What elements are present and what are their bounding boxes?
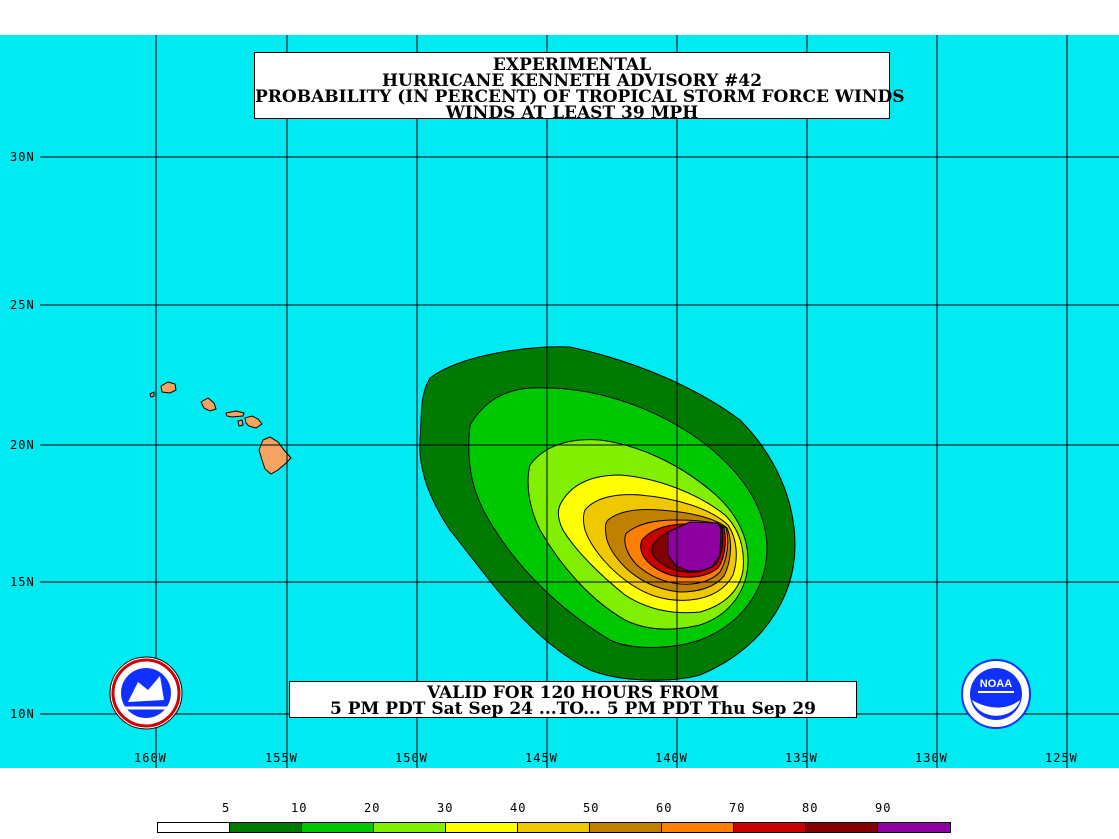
- legend-swatch-6: [590, 823, 662, 832]
- legend-swatch-4: [446, 823, 518, 832]
- island-niihau: [149, 391, 155, 398]
- lat-label-15n: 15N: [10, 575, 35, 589]
- title-line-1: EXPERIMENTAL: [492, 55, 652, 75]
- island-hawaii: [258, 436, 292, 475]
- lon-label-160w: 160W: [134, 751, 167, 765]
- legend-label: 10: [291, 801, 308, 815]
- map-area: NOAA 30N 25N 20N 15N 10N 160W 155W 150W …: [0, 35, 1119, 768]
- title-line-2: HURRICANE KENNETH ADVISORY #42: [381, 71, 763, 91]
- island-kauai: [160, 381, 177, 394]
- lat-label-10n: 10N: [10, 707, 35, 721]
- map-canvas: NOAA: [40, 35, 1119, 768]
- legend-label: 70: [729, 801, 746, 815]
- lat-label-30n: 30N: [10, 150, 35, 164]
- lon-label-130w: 130W: [915, 751, 948, 765]
- lon-label-140w: 140W: [655, 751, 688, 765]
- valid-line-1: VALID FOR 120 HOURS FROM: [427, 683, 719, 703]
- lon-label-135w: 135W: [785, 751, 818, 765]
- lon-label-125w: 125W: [1045, 751, 1078, 765]
- legend-label: 50: [583, 801, 600, 815]
- legend-swatch-1: [230, 823, 302, 832]
- legend-label: 5: [222, 801, 231, 815]
- nws-logo: [109, 656, 183, 730]
- lat-lon-grid: [40, 35, 1119, 768]
- island-molokai: [225, 410, 245, 418]
- legend-label: 90: [875, 801, 892, 815]
- contour-90: [667, 521, 722, 572]
- valid-period-box: VALID FOR 120 HOURS FROM 5 PM PDT Sat Se…: [289, 681, 857, 718]
- legend-swatch-8: [734, 823, 806, 832]
- lat-label-25n: 25N: [10, 298, 35, 312]
- legend-swatch-0: [158, 823, 230, 832]
- lon-label-155w: 155W: [265, 751, 298, 765]
- legend-swatch-3: [374, 823, 446, 832]
- island-maui: [244, 415, 263, 429]
- map-title-box: EXPERIMENTAL HURRICANE KENNETH ADVISORY …: [254, 52, 905, 123]
- legend-label: 30: [437, 801, 454, 815]
- legend-swatch-5: [518, 823, 590, 832]
- lat-label-20n: 20N: [10, 438, 35, 452]
- legend-swatch-2: [302, 823, 374, 832]
- hawaiian-islands: [149, 381, 292, 475]
- legend-swatch-9: [806, 823, 878, 832]
- probability-legend: [157, 822, 951, 833]
- valid-line-2: 5 PM PDT Sat Sep 24 ...TO... 5 PM PDT Th…: [330, 699, 816, 719]
- title-line-4: WINDS AT LEAST 39 MPH: [445, 103, 699, 123]
- noaa-logo-text: NOAA: [980, 678, 1012, 690]
- island-oahu: [200, 397, 217, 412]
- legend-swatch-7: [662, 823, 734, 832]
- noaa-logo: NOAA: [961, 659, 1031, 729]
- legend-label: 20: [364, 801, 381, 815]
- probability-contours: [419, 346, 796, 681]
- title-line-3: PROBABILITY (IN PERCENT) OF TROPICAL STO…: [255, 87, 905, 107]
- legend-label: 80: [802, 801, 819, 815]
- legend-label: 40: [510, 801, 527, 815]
- island-lanai: [237, 419, 244, 427]
- legend-swatch-10: [878, 823, 950, 832]
- lon-label-145w: 145W: [525, 751, 558, 765]
- lon-label-150w: 150W: [395, 751, 428, 765]
- legend-label: 60: [656, 801, 673, 815]
